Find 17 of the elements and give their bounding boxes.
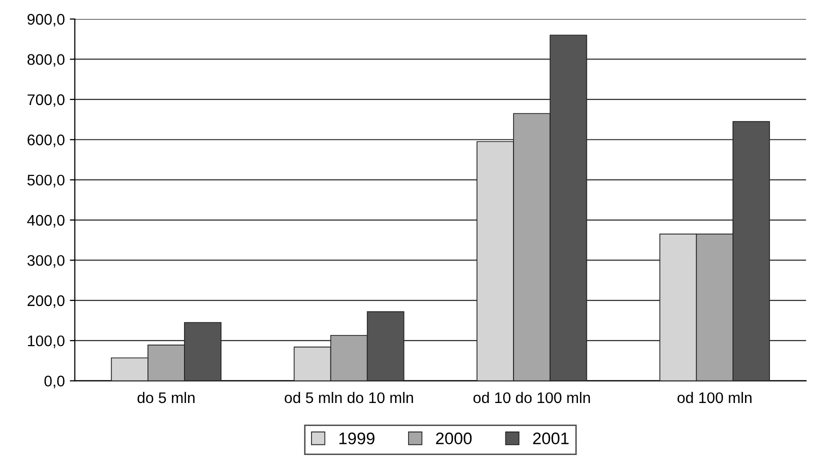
y-tick-label: 300,0 bbox=[27, 255, 64, 268]
y-tick-label: 0,0 bbox=[44, 376, 64, 388]
x-tick-label: od 10 do 100 mln bbox=[473, 392, 590, 404]
legend-label: 1999 bbox=[339, 432, 374, 444]
y-tick-label: 400,0 bbox=[27, 214, 64, 228]
legend-label: 2000 bbox=[436, 432, 472, 444]
y-tick-label: 700,0 bbox=[28, 94, 64, 107]
y-tick-label: 500,0 bbox=[27, 174, 64, 188]
y-tick-label: 100,0 bbox=[28, 335, 64, 348]
y-tick-label: 800,0 bbox=[28, 54, 64, 67]
x-tick-label: do 5 mln bbox=[138, 392, 195, 404]
legend-label: 2001 bbox=[533, 432, 569, 444]
y-tick-label: 200,0 bbox=[28, 295, 64, 308]
y-tick-label: 600,0 bbox=[28, 134, 64, 148]
y-tick-label: 900,0 bbox=[28, 14, 64, 27]
x-tick-label: od 5 mln do 10 mln bbox=[284, 392, 413, 404]
x-tick-label: od 100 mln bbox=[678, 392, 752, 404]
